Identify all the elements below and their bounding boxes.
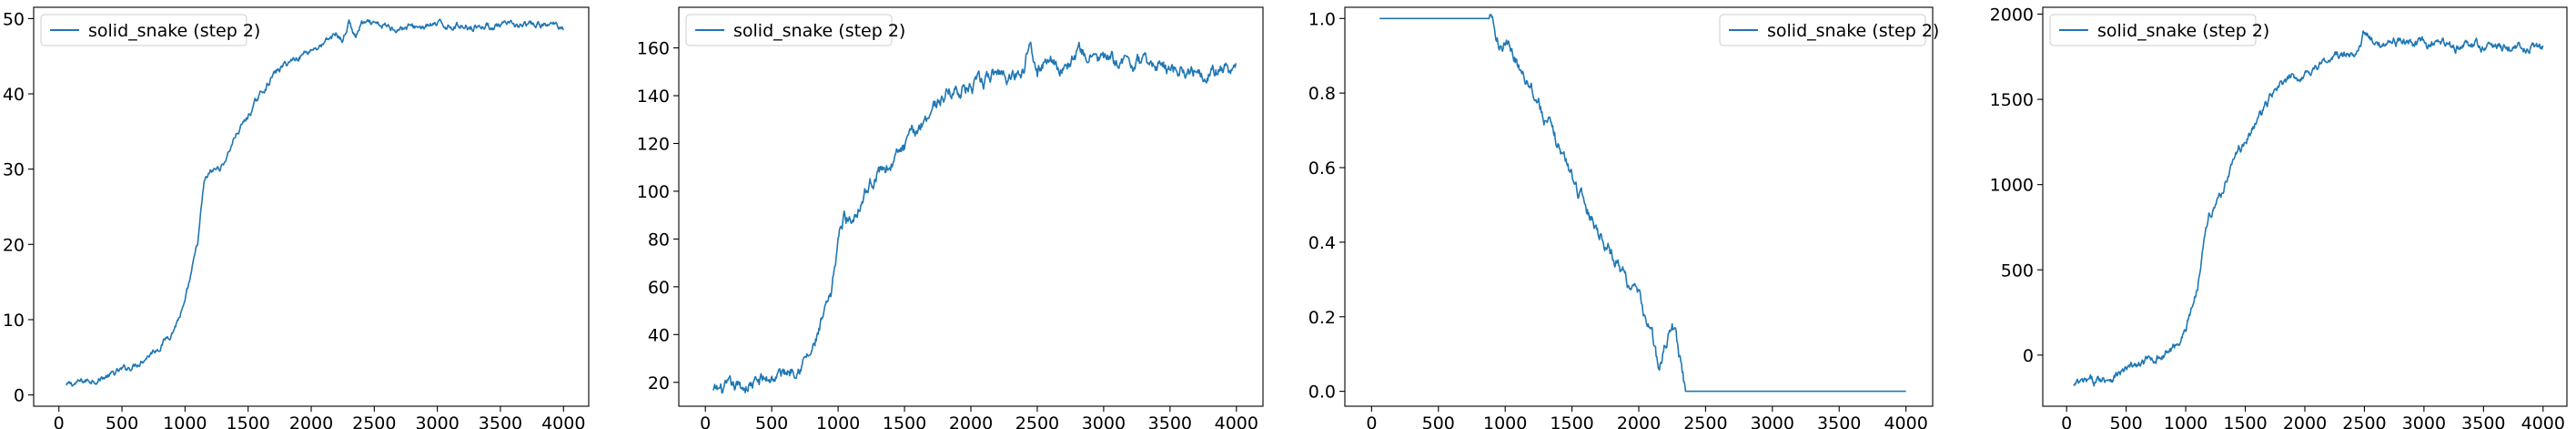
x-tick-label: 3500 [1817, 414, 1861, 429]
y-tick-label: 120 [637, 134, 670, 154]
legend: solid_snake (step 2) [40, 14, 260, 46]
chart-panel-1: 0 500 1000 1500 2000 2500 3000 3500 4000 0 10 20 30 4… [3, 6, 590, 429]
y-tick-label: 0.8 [1308, 84, 1336, 104]
legend-box [40, 14, 247, 46]
series-line [2073, 30, 2544, 387]
x-tick-label: 2500 [2342, 414, 2386, 429]
y-tick-label: 1000 [1990, 176, 2034, 196]
chart-panel-2: 0 500 1000 1500 2000 2500 3000 3500 4000 20 40 60 80… [637, 6, 1264, 429]
legend: solid_snake (step 2) [2049, 14, 2269, 46]
x-tick-label: 3500 [479, 414, 522, 429]
y-tick-label: 2000 [1990, 5, 2034, 25]
x-tick-label: 1000 [816, 414, 860, 429]
x-tick-label: 0 [700, 414, 711, 429]
x-tick-label: 2000 [2283, 414, 2327, 429]
x-tick-label: 3000 [1751, 414, 1794, 429]
legend-label: solid_snake (step 2) [88, 21, 260, 41]
y-tick-label: 10 [3, 311, 25, 331]
x-tick-label: 4000 [1884, 414, 1927, 429]
x-tick-label: 1500 [1550, 414, 1593, 429]
y-tick-label: 1500 [1990, 90, 2034, 110]
x-tick-label: 3000 [415, 414, 459, 429]
legend-label: solid_snake (step 2) [733, 21, 905, 41]
x-tick-label: 0 [2061, 414, 2072, 429]
x-tick-label: 2000 [949, 414, 993, 429]
y-tick-label: 0 [14, 386, 25, 406]
y-tick-label: 160 [637, 39, 670, 59]
x-tick-label: 1500 [883, 414, 926, 429]
plot-area-frame [33, 6, 590, 407]
y-tick-label: 40 [648, 325, 670, 345]
y-tick-label: 40 [3, 85, 25, 105]
y-tick-label: 500 [2001, 260, 2034, 281]
y-tick-label: 20 [3, 235, 25, 255]
y-tick-label: 50 [3, 9, 25, 29]
legend-label: solid_snake (step 2) [2097, 21, 2269, 41]
x-tick-label: 2500 [352, 414, 396, 429]
x-tick-label: 0 [54, 414, 65, 429]
y-tick-label: 80 [648, 230, 670, 250]
legend: solid_snake (step 2) [685, 14, 905, 46]
x-tick-label: 3500 [1148, 414, 1192, 429]
x-tick-label: 500 [2110, 414, 2143, 429]
x-tick-label: 2500 [1015, 414, 1059, 429]
x-tick-label: 1000 [2164, 414, 2207, 429]
x-tick-label: 4000 [2521, 414, 2565, 429]
x-tick-label: 500 [106, 414, 138, 429]
x-tick-label: 2000 [289, 414, 333, 429]
x-tick-label: 3000 [1082, 414, 1126, 429]
y-tick-label: 60 [648, 278, 670, 298]
y-tick-label: 0.4 [1308, 233, 1336, 253]
x-tick-label: 1000 [163, 414, 207, 429]
y-tick-label: 100 [637, 182, 670, 202]
x-tick-label: 3000 [2402, 414, 2446, 429]
legend-box [685, 14, 893, 46]
y-tick-label: 20 [648, 373, 670, 393]
y-tick-label: 140 [637, 87, 670, 107]
y-tick-label: 30 [3, 160, 25, 180]
x-tick-label: 500 [755, 414, 788, 429]
chart-panel-3: 0 500 1000 1500 2000 2500 3000 3500 4000 0.0 0.2 0.… [1308, 6, 1939, 429]
x-tick-label: 1500 [2223, 414, 2267, 429]
y-tick-label: 0.2 [1308, 308, 1336, 328]
x-tick-label: 4000 [541, 414, 585, 429]
x-tick-label: 3500 [2461, 414, 2505, 429]
plot-area-frame [2042, 6, 2568, 407]
plot-area-frame [1344, 6, 1934, 407]
y-tick-label: 0.6 [1308, 158, 1336, 179]
y-tick-label: 0 [2023, 346, 2034, 366]
series-line [1379, 14, 1906, 393]
x-tick-label: 500 [1422, 414, 1455, 429]
x-tick-label: 1000 [1483, 414, 1527, 429]
x-tick-label: 2500 [1683, 414, 1727, 429]
chart-panel-4: 0 500 1000 1500 2000 2500 3000 3500 4000 0 500 1000… [1990, 5, 2568, 429]
series-line [66, 18, 565, 387]
legend-label: solid_snake (step 2) [1767, 21, 1939, 41]
y-tick-label: 1.0 [1308, 9, 1336, 29]
series-line [712, 41, 1237, 394]
x-tick-label: 4000 [1215, 414, 1258, 429]
x-tick-label: 2000 [1617, 414, 1661, 429]
x-tick-label: 0 [1366, 414, 1377, 429]
legend-box [1719, 14, 1926, 46]
legend-box [2049, 14, 2257, 46]
x-tick-label: 1500 [227, 414, 270, 429]
legend: solid_snake (step 2) [1719, 14, 1939, 46]
y-tick-label: 0.0 [1308, 383, 1336, 403]
